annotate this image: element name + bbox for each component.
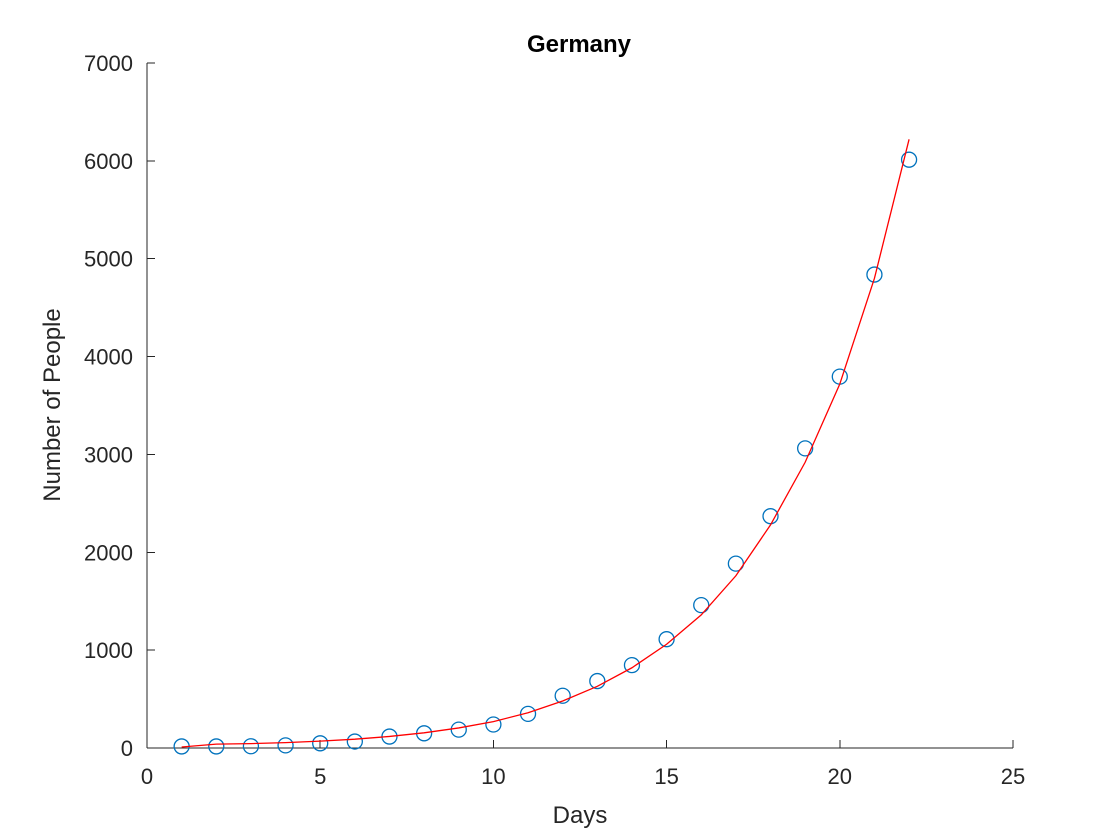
data-point-marker [519,705,537,722]
data-point-marker [346,733,363,750]
x-tick-label: 15 [654,764,678,789]
y-tick-label: 2000 [84,540,133,565]
plot-series [173,139,918,755]
data-point-marker [277,737,294,754]
data-point-marker [866,266,883,283]
data-point-marker [831,368,848,385]
data-point-marker [623,656,641,674]
x-tick-label: 20 [828,764,852,789]
y-tick-label: 4000 [84,345,133,370]
y-tick-label: 3000 [84,442,133,467]
data-point-marker [450,721,467,738]
data-point-marker [693,596,710,614]
x-tick-label: 5 [314,764,326,789]
data-point-marker [900,151,918,168]
data-point-marker [312,735,329,752]
data-point-marker [554,687,571,704]
chart-title: Germany [527,31,632,58]
y-axis-label: Number of People [39,308,66,501]
fit-curve-line [181,139,910,748]
data-point-marker [797,440,814,457]
y-tick-label: 5000 [84,247,133,272]
x-tick-label: 0 [141,764,153,789]
y-tick-label: 0 [121,736,133,761]
y-tick-label: 7000 [84,51,133,76]
data-point-marker [485,716,502,733]
y-tick-label: 6000 [84,149,133,174]
axes [146,63,1013,749]
x-tick-label: 25 [1001,764,1025,789]
x-axis-label: Days [553,802,608,829]
data-point-marker [208,738,225,755]
data-point-marker [658,631,675,648]
y-ticks: 0 1000 2000 3000 4000 5000 6000 7000 [84,51,155,761]
y-tick-label: 1000 [84,638,133,663]
data-point-marker [242,738,260,755]
data-point-marker [589,672,606,690]
x-tick-label: 10 [481,764,505,789]
x-ticks: 0 5 10 15 20 25 [141,740,1025,789]
